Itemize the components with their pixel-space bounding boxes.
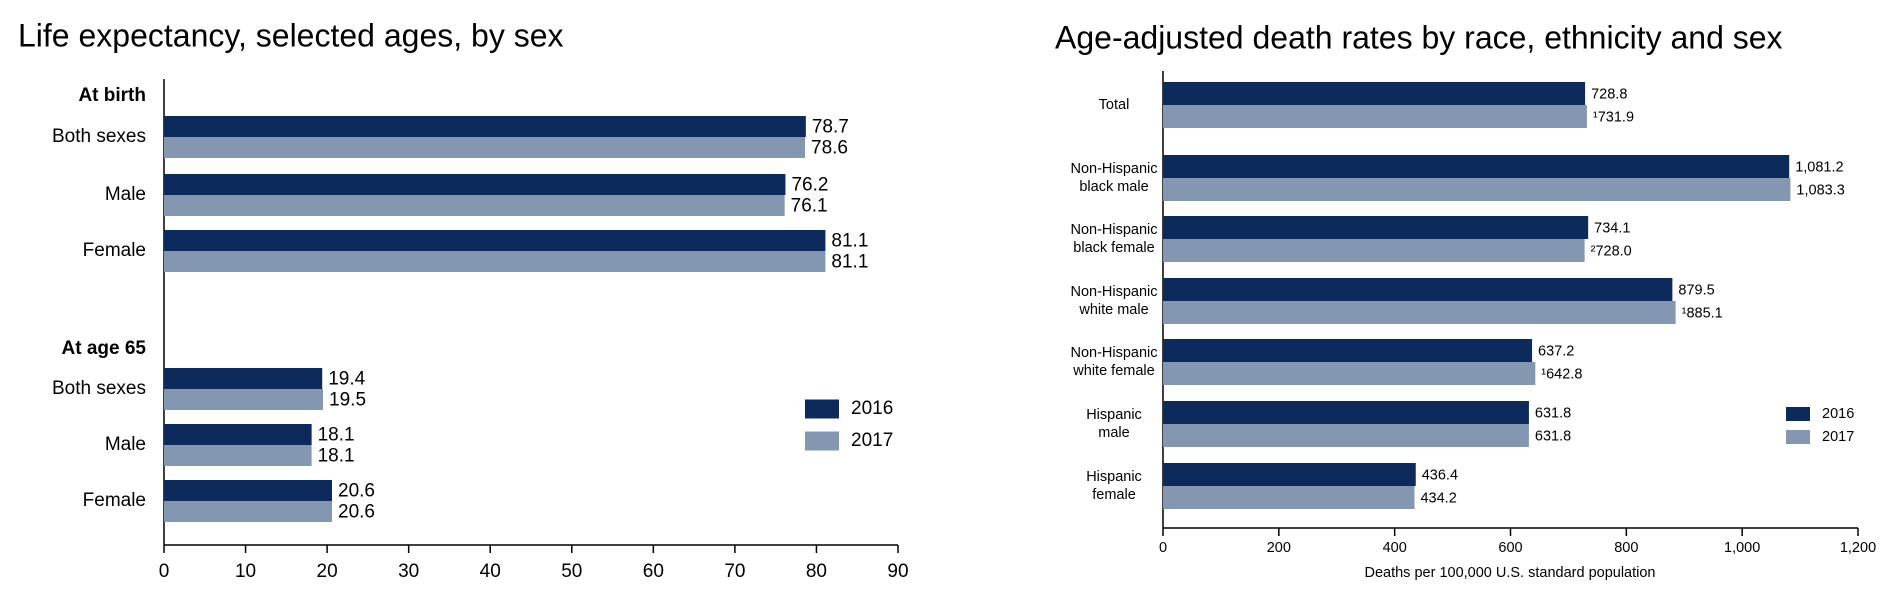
value-label: 436.4 — [1422, 467, 1458, 483]
value-label: 76.1 — [791, 196, 828, 217]
bar — [164, 368, 323, 389]
x-tick-label: 40 — [480, 561, 501, 582]
value-label: 434.2 — [1420, 490, 1456, 506]
x-tick-label: 0 — [159, 561, 170, 582]
value-label: 1,081.2 — [1795, 159, 1843, 175]
value-label: 734.1 — [1594, 220, 1630, 236]
bar — [1163, 339, 1533, 362]
bar — [1163, 105, 1587, 128]
bar — [1163, 486, 1415, 509]
legend-label: 2017 — [851, 430, 893, 451]
value-label: 81.1 — [831, 231, 868, 252]
category-label: Both sexes — [52, 126, 146, 147]
category-label: Non-Hispanic black male — [1070, 161, 1157, 195]
category-label: Male — [105, 184, 146, 205]
value-label: 81.1 — [831, 252, 868, 273]
legend-label: 2016 — [851, 398, 893, 419]
value-label: ¹885.1 — [1682, 305, 1723, 321]
x-tick-label: 200 — [1267, 540, 1291, 556]
category-label: Both sexes — [52, 378, 146, 399]
bar — [164, 116, 806, 137]
legend-swatch — [1786, 407, 1810, 421]
x-tick-label: 80 — [806, 561, 827, 582]
value-label: 18.1 — [318, 425, 355, 446]
group-label: At birth — [78, 85, 146, 106]
value-label: 18.1 — [318, 446, 355, 467]
bar — [164, 195, 785, 216]
x-tick-label: 20 — [317, 561, 338, 582]
value-label: 78.6 — [811, 138, 848, 159]
x-tick-label: 1,000 — [1724, 540, 1760, 556]
x-axis-label: Deaths per 100,000 U.S. standard populat… — [1364, 565, 1655, 581]
x-tick-label: 400 — [1383, 540, 1407, 556]
value-label: 1,083.3 — [1796, 182, 1844, 198]
x-tick-label: 30 — [398, 561, 419, 582]
value-label: 637.2 — [1538, 343, 1574, 359]
x-tick-label: 90 — [887, 561, 908, 582]
x-tick-label: 800 — [1614, 540, 1638, 556]
group-label: At age 65 — [62, 338, 147, 359]
bar — [1163, 178, 1791, 201]
x-tick-label: 10 — [235, 561, 256, 582]
bar — [164, 445, 312, 466]
legend-label: 2016 — [1822, 406, 1854, 422]
bar — [164, 480, 333, 501]
value-label: 631.8 — [1535, 428, 1571, 444]
bar — [1163, 301, 1676, 324]
value-label: 631.8 — [1535, 405, 1571, 421]
chart-title: Life expectancy, selected ages, by sex — [18, 17, 564, 53]
bar — [164, 137, 806, 158]
x-tick-label: 1,200 — [1840, 540, 1876, 556]
value-label: 19.5 — [329, 390, 366, 411]
category-label: Hispanic female — [1086, 469, 1142, 503]
bar — [1163, 278, 1673, 301]
category-label: Female — [83, 490, 146, 511]
bar — [164, 501, 333, 522]
category-label: Non-Hispanic white female — [1070, 345, 1157, 379]
bar — [164, 251, 826, 272]
x-tick-label: 70 — [724, 561, 745, 582]
value-label: 19.4 — [328, 369, 365, 390]
bar — [164, 389, 324, 410]
legend-swatch — [805, 431, 839, 451]
category-label: Hispanic male — [1086, 407, 1142, 441]
category-label: Non-Hispanic black female — [1070, 222, 1157, 256]
value-label: 728.8 — [1591, 86, 1627, 102]
value-label: 20.6 — [338, 481, 375, 502]
chart-title: Age-adjusted death rates by race, ethnic… — [1055, 19, 1783, 55]
bar — [164, 424, 312, 445]
bar — [1163, 401, 1529, 424]
value-label: ²728.0 — [1591, 243, 1632, 259]
value-label: ¹642.8 — [1541, 366, 1582, 382]
legend-swatch — [1786, 430, 1810, 444]
bar — [164, 230, 826, 251]
bar — [1163, 463, 1416, 486]
value-label: ¹731.9 — [1593, 109, 1634, 125]
category-label: Male — [105, 434, 146, 455]
x-tick-label: 600 — [1498, 540, 1522, 556]
legend-label: 2017 — [1822, 429, 1854, 445]
value-label: 879.5 — [1678, 282, 1714, 298]
bar — [1163, 424, 1529, 447]
category-label: Female — [83, 240, 146, 261]
x-tick-label: 0 — [1159, 540, 1167, 556]
bar — [164, 174, 786, 195]
value-label: 20.6 — [338, 502, 375, 523]
bar — [1163, 82, 1586, 105]
x-tick-label: 60 — [643, 561, 664, 582]
bar — [1163, 216, 1589, 239]
bar — [1163, 239, 1585, 262]
category-label: Non-Hispanic white male — [1070, 284, 1157, 318]
legend-swatch — [805, 399, 839, 419]
value-label: 76.2 — [791, 175, 828, 196]
x-tick-label: 50 — [561, 561, 582, 582]
category-label: Total — [1099, 97, 1130, 113]
bar — [1163, 362, 1536, 385]
value-label: 78.7 — [812, 117, 849, 138]
bar — [1163, 155, 1790, 178]
